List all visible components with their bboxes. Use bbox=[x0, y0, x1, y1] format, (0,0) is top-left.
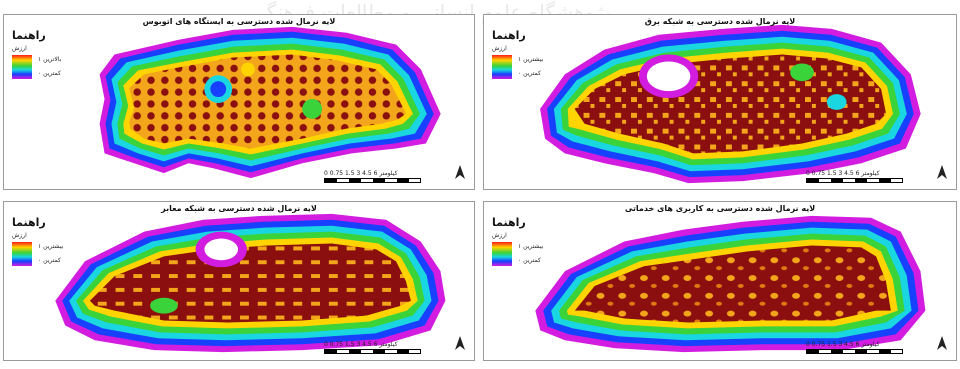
north-arrow-icon bbox=[937, 336, 947, 350]
legend-high-label: بالاترین ۱ bbox=[38, 56, 62, 63]
legend-title: راهنما bbox=[492, 216, 526, 229]
map-panel-service-landuse: لایه نرمال شده دسترسی به کاربری های خدما… bbox=[483, 201, 957, 361]
power-grid-map bbox=[540, 24, 921, 184]
legend: راهنما ارزش بیشترین ۱ کمترین ۰ bbox=[492, 216, 582, 268]
north-arrow-icon bbox=[455, 336, 465, 350]
scale-bar-graphic bbox=[324, 349, 421, 354]
color-ramp bbox=[12, 242, 32, 266]
scale-text: 0 0.75 1.5 3 4.5 6 کیلومتر bbox=[324, 170, 398, 177]
map-panel-bus-stations: لایه نرمال شده دسترسی به ایستگاه های اتو… bbox=[3, 14, 475, 190]
legend-ramp-row: بالاترین ۱ کمترین ۰ bbox=[12, 55, 102, 81]
scale-text: 0 0.75 1.5 3 4.5 6 کیلومتر bbox=[806, 170, 880, 177]
legend-ramp-row: بیشترین ۱ کمترین ۰ bbox=[12, 242, 102, 268]
legend-title: راهنما bbox=[492, 29, 526, 42]
legend-low-label: کمترین ۰ bbox=[518, 70, 541, 77]
legend-subtitle: ارزش bbox=[492, 45, 507, 52]
panel-title: لایه نرمال شده دسترسی به شبکه برق bbox=[644, 17, 796, 26]
road-network-map bbox=[55, 213, 446, 353]
legend-low-label: کمترین ۰ bbox=[38, 257, 61, 264]
bus-stations-map bbox=[99, 26, 441, 179]
legend-subtitle: ارزش bbox=[12, 45, 27, 52]
color-ramp bbox=[492, 242, 512, 266]
legend-subtitle: ارزش bbox=[492, 232, 507, 239]
north-arrow-icon bbox=[455, 165, 465, 179]
legend-ramp-row: بیشترین ۱ کمترین ۰ bbox=[492, 242, 582, 268]
legend-high-label: بیشترین ۱ bbox=[518, 243, 544, 250]
scale-text: 0 0.75 1.5 3 4.5 6 کیلومتر bbox=[806, 341, 880, 348]
panel-title: لایه نرمال شده دسترسی به ایستگاه های اتو… bbox=[142, 17, 336, 26]
scale-bar-graphic bbox=[324, 178, 421, 183]
scale-bar-graphic bbox=[806, 178, 903, 183]
scale-bar: 0 0.75 1.5 3 4.5 6 کیلومتر bbox=[324, 170, 444, 183]
panel-title: لایه نرمال شده دسترسی به شبکه معابر bbox=[161, 204, 317, 213]
legend: راهنما ارزش بیشترین ۱ کمترین ۰ bbox=[12, 216, 102, 268]
legend-title: راهنما bbox=[12, 216, 46, 229]
legend-low-label: کمترین ۰ bbox=[38, 70, 61, 77]
north-arrow-icon bbox=[937, 165, 947, 179]
service-landuse-map bbox=[535, 215, 926, 353]
legend-title: راهنما bbox=[12, 29, 46, 42]
scale-bar: 0 0.75 1.5 3 4.5 6 کیلومتر bbox=[324, 341, 444, 354]
legend: راهنما ارزش بالاترین ۱ کمترین ۰ bbox=[12, 29, 102, 81]
legend: راهنما ارزش بیشترین ۱ کمترین ۰ bbox=[492, 29, 582, 81]
legend-subtitle: ارزش bbox=[12, 232, 27, 239]
map-panel-road-network: لایه نرمال شده دسترسی به شبکه معابر راهن… bbox=[3, 201, 475, 361]
panel-title: لایه نرمال شده دسترسی به کاربری های خدما… bbox=[624, 204, 816, 213]
color-ramp bbox=[492, 55, 512, 79]
scale-text: 0 0.75 1.5 3 4.5 6 کیلومتر bbox=[324, 341, 398, 348]
legend-high-label: بیشترین ۱ bbox=[38, 243, 64, 250]
legend-ramp-row: بیشترین ۱ کمترین ۰ bbox=[492, 55, 582, 81]
color-ramp bbox=[12, 55, 32, 79]
legend-high-label: بیشترین ۱ bbox=[518, 56, 544, 63]
scale-bar-graphic bbox=[806, 349, 903, 354]
map-panel-power-grid: لایه نرمال شده دسترسی به شبکه برق راهنما… bbox=[483, 14, 957, 190]
legend-low-label: کمترین ۰ bbox=[518, 257, 541, 264]
scale-bar: 0 0.75 1.5 3 4.5 6 کیلومتر bbox=[806, 170, 926, 183]
scale-bar: 0 0.75 1.5 3 4.5 6 کیلومتر bbox=[806, 341, 926, 354]
